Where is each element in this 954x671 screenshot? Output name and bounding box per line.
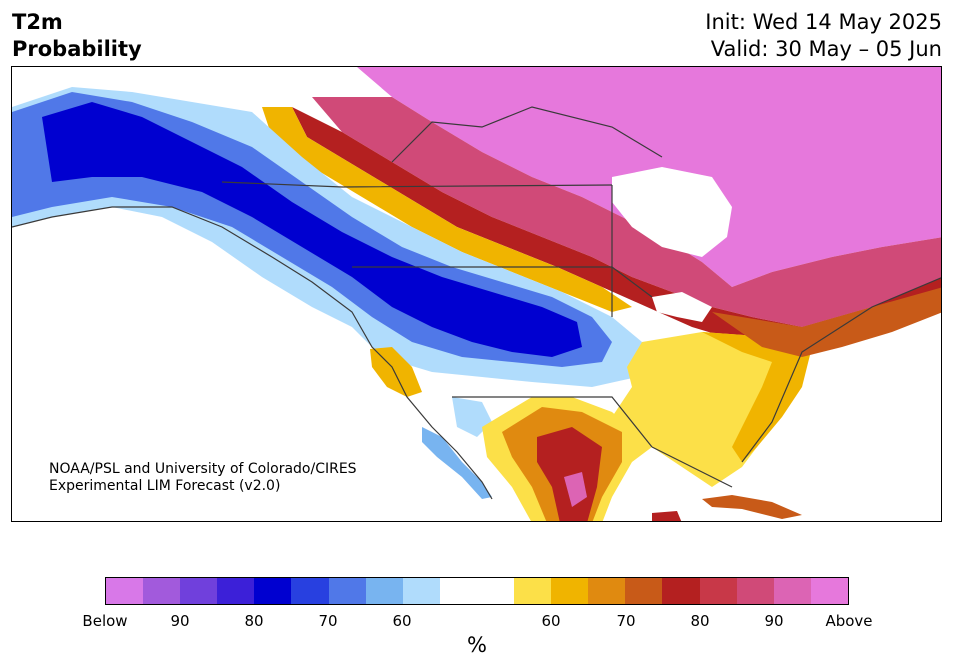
colorbar-tick-label: 70 xyxy=(318,612,338,630)
colorbar-tick-label: Below xyxy=(82,612,128,630)
region-above-cuba xyxy=(702,495,802,519)
colorbar-segment xyxy=(328,578,366,604)
colorbar-tick-label: 80 xyxy=(690,612,710,630)
colorbar-segment xyxy=(476,578,515,604)
colorbar-tick-label: 70 xyxy=(616,612,636,630)
great-lakes xyxy=(652,292,712,322)
colorbar-segment xyxy=(217,578,255,604)
region-below-baja xyxy=(422,427,492,499)
region-above-texas-pink xyxy=(564,472,587,507)
region-above-band-orange xyxy=(262,107,632,312)
colorbar-segment xyxy=(439,578,477,604)
region-above-northeast-red xyxy=(712,287,941,357)
colorbar-unit: % xyxy=(467,633,487,657)
political-boundaries xyxy=(12,106,941,500)
colorbar-segment xyxy=(736,578,774,604)
credit-line-2: Experimental LIM Forecast (v2.0) xyxy=(49,478,281,494)
colorbar-tick-label: 80 xyxy=(244,612,264,630)
title-variable: T2m xyxy=(12,10,63,34)
colorbar-segment xyxy=(180,578,218,604)
colorbar-segment xyxy=(625,578,663,604)
init-date: Init: Wed 14 May 2025 xyxy=(705,10,942,34)
probability-map xyxy=(11,66,942,522)
colorbar-segment xyxy=(254,578,292,604)
colorbar-segment xyxy=(402,578,440,604)
credit-line-1: NOAA/PSL and University of Colorado/CIRE… xyxy=(49,461,357,477)
colorbar-segment xyxy=(106,578,144,604)
region-below-core xyxy=(42,102,582,357)
region-above-east-orange xyxy=(702,332,812,462)
colorbar xyxy=(105,577,849,605)
colorbar-segment xyxy=(699,578,737,604)
colorbar-segment xyxy=(514,578,552,604)
colorbar-segment xyxy=(588,578,626,604)
colorbar-tick-label: Above xyxy=(825,612,873,630)
colorbar-segment xyxy=(365,578,403,604)
colorbar-tick-label: 90 xyxy=(764,612,784,630)
valid-date: Valid: 30 May – 05 Jun xyxy=(710,37,942,61)
title-type: Probability xyxy=(12,37,142,61)
colorbar-segment xyxy=(551,578,589,604)
colorbar-tick-label: 60 xyxy=(541,612,561,630)
credit-text: NOAA/PSL and University of Colorado/CIRE… xyxy=(49,461,357,495)
colorbar-segment xyxy=(291,578,329,604)
colorbar-segment xyxy=(773,578,811,604)
region-above-california xyxy=(370,347,422,397)
region-above-yucatan xyxy=(652,511,682,521)
colorbar-tick-label: 90 xyxy=(170,612,190,630)
colorbar-segment xyxy=(810,578,848,604)
map-canvas xyxy=(12,67,941,521)
region-above-hudson-ring xyxy=(312,97,941,327)
forecast-dates: Init: Wed 14 May 2025 Valid: 30 May – 05… xyxy=(705,9,942,63)
colorbar-segment xyxy=(662,578,700,604)
colorbar-segment xyxy=(143,578,181,604)
hudson-bay xyxy=(612,167,732,257)
colorbar-tick-label: 60 xyxy=(392,612,412,630)
chart-title: T2m Probability xyxy=(12,9,142,63)
